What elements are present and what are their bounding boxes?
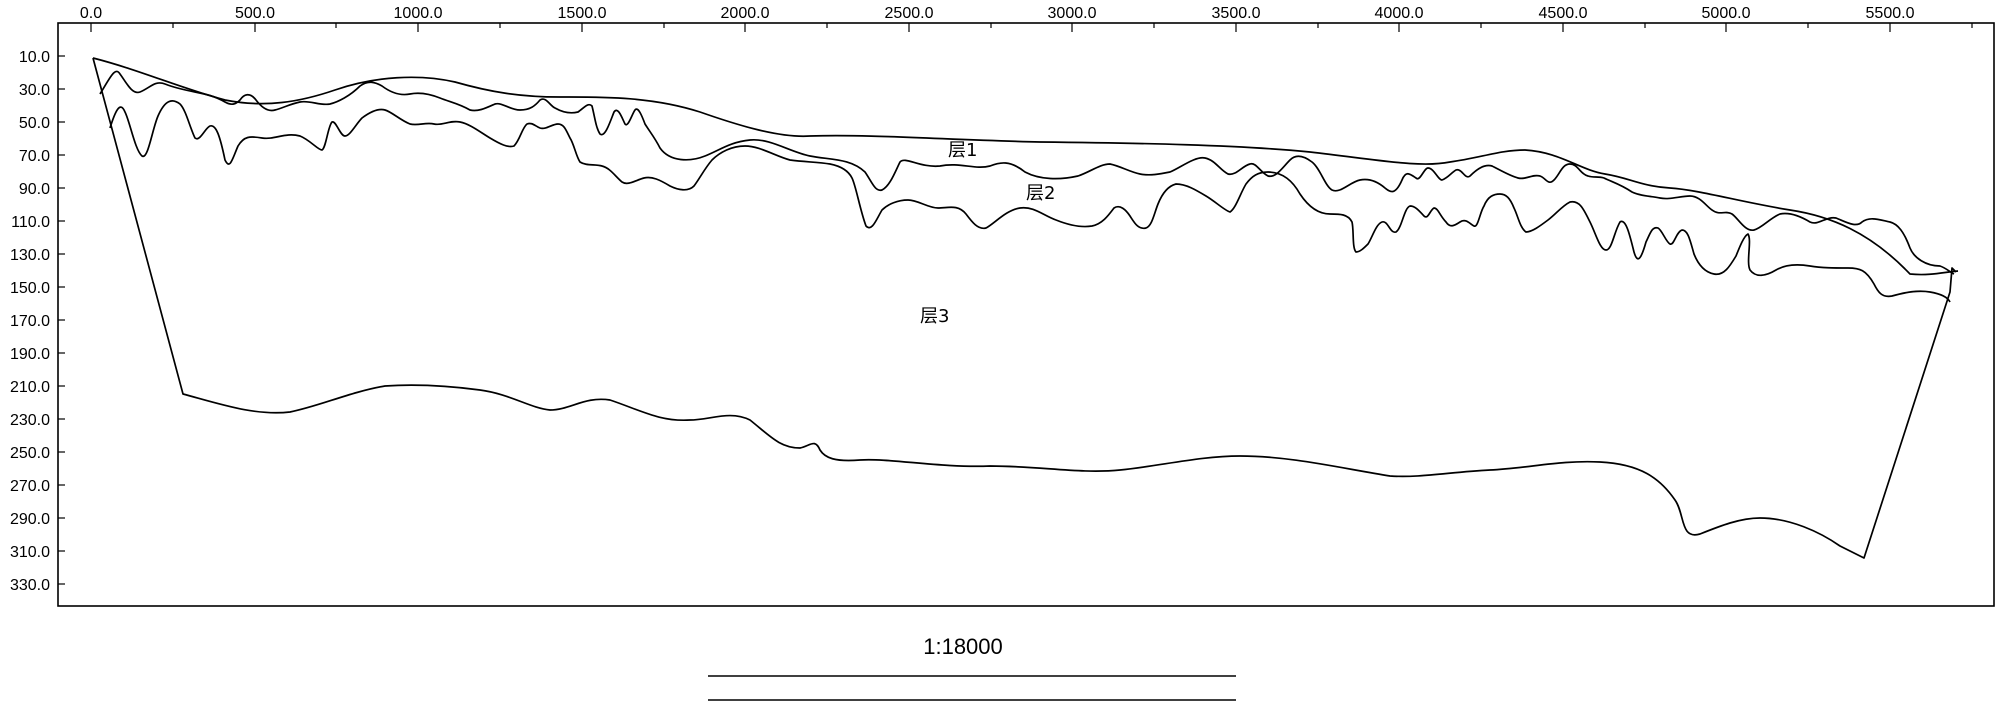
y-tick-label: 50.0	[19, 115, 50, 132]
plot-frame	[57, 22, 1995, 607]
x-tick-label: 3000.0	[1048, 5, 1097, 22]
y-tick-label: 230.0	[10, 412, 50, 429]
bottom-boundary-line	[92, 57, 1957, 559]
y-tick-label: 90.0	[19, 181, 50, 198]
layer2-bottom-line	[109, 100, 1951, 303]
y-tick-label: 310.0	[10, 544, 50, 561]
x-tick-label: 5500.0	[1866, 5, 1915, 22]
y-tick-label: 10.0	[19, 49, 50, 66]
y-tick-label: 290.0	[10, 511, 50, 528]
x-tick-label: 2500.0	[885, 5, 934, 22]
scale-label: 1:18000	[923, 634, 1003, 659]
x-axis	[90, 23, 1973, 32]
x-tick-label: 5000.0	[1702, 5, 1751, 22]
y-axis	[58, 55, 65, 585]
y-tick-label: 250.0	[10, 445, 50, 462]
x-tick-label: 3500.0	[1212, 5, 1261, 22]
y-tick-label: 30.0	[19, 82, 50, 99]
y-tick-label: 330.0	[10, 577, 50, 594]
y-tick-label: 150.0	[10, 280, 50, 297]
layer3-label: 层3	[920, 306, 949, 327]
y-tick-label: 130.0	[10, 247, 50, 264]
x-tick-label: 2000.0	[721, 5, 770, 22]
layer1-label: 层1	[948, 140, 977, 161]
y-tick-label: 70.0	[19, 148, 50, 165]
y-tick-label: 110.0	[11, 214, 50, 231]
x-tick-label: 1000.0	[394, 5, 443, 22]
y-tick-labels: 10.0 30.0 50.0 70.0 90.0 110.0 130.0 150…	[10, 49, 50, 594]
x-tick-labels: 0.0 500.0 1000.0 1500.0 2000.0 2500.0 30…	[80, 5, 1915, 22]
x-tick-label: 1500.0	[558, 5, 607, 22]
y-tick-label: 170.0	[10, 313, 50, 330]
x-tick-label: 500.0	[235, 5, 275, 22]
y-tick-label: 210.0	[10, 379, 50, 396]
x-tick-label: 4000.0	[1375, 5, 1424, 22]
x-tick-label: 0.0	[80, 5, 102, 22]
surface-top-line	[92, 57, 1959, 276]
y-tick-label: 270.0	[10, 478, 50, 495]
layer2-label: 层2	[1026, 183, 1055, 204]
y-tick-label: 190.0	[10, 346, 50, 363]
x-tick-label: 4500.0	[1539, 5, 1588, 22]
layer1-bottom-line	[99, 70, 1955, 275]
